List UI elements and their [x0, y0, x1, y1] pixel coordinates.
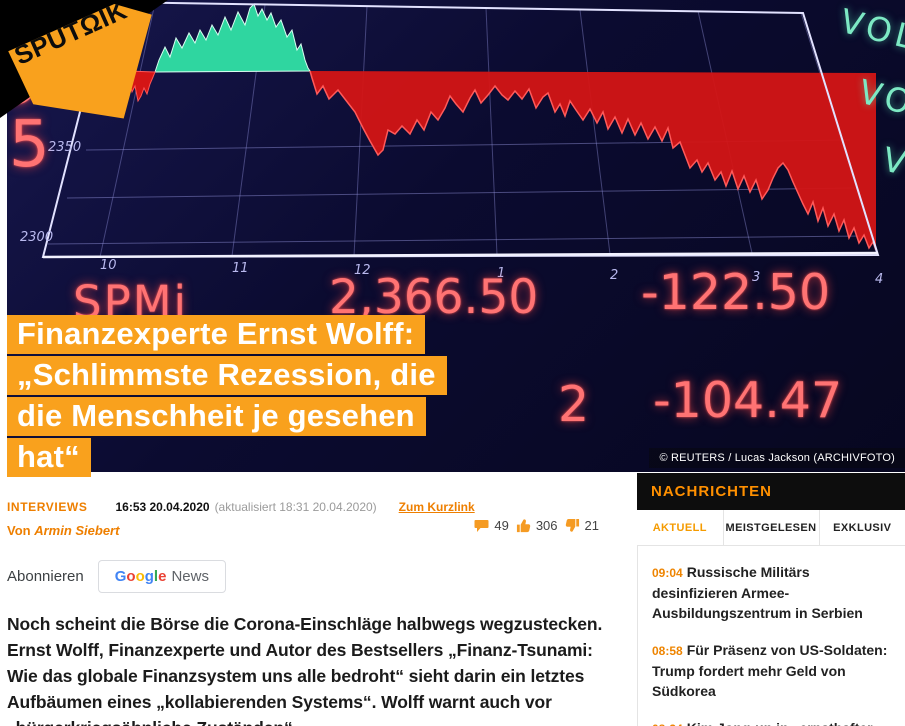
- sidebar-tabs: AKTUELL MEISTGELESEN EXKLUSIV: [637, 510, 905, 546]
- headline-line: hat“: [7, 438, 91, 477]
- board-change-secondary: -104.47: [653, 372, 843, 429]
- x-tick-1: 1: [497, 266, 506, 281]
- thumb-up-icon: [516, 519, 531, 533]
- news-list-item[interactable]: 08:58 Für Präsenz von US-Soldaten: Trump …: [652, 640, 893, 701]
- chart-border: [41, 0, 880, 259]
- sidebar-title: NACHRICHTEN: [651, 483, 772, 500]
- category-link[interactable]: INTERVIEWS: [7, 500, 88, 514]
- engagement-stats: 49 306 21: [474, 518, 599, 533]
- publish-time: 16:53 20.04.2020: [115, 500, 210, 514]
- google-news-suffix: News: [171, 568, 209, 585]
- dislike-button[interactable]: 21: [565, 518, 599, 533]
- x-tick-2: 2: [610, 268, 619, 283]
- google-news-button[interactable]: Google News: [97, 560, 226, 593]
- shortlink-link[interactable]: Zum Kurzlink: [398, 500, 475, 514]
- y-tick-2350: 2350: [48, 140, 82, 155]
- board-partial-digit-5: 5: [9, 108, 50, 182]
- red-area: [310, 71, 876, 250]
- article-meta-row: INTERVIEWS 16:53 20.04.2020 (aktualisier…: [7, 500, 621, 514]
- headline-line: die Menschheit je gesehen: [7, 397, 426, 436]
- comments-count: 49: [494, 518, 509, 533]
- x-tick-4: 4: [875, 272, 884, 287]
- updated-time: (aktualisiert 18:31 20.04.2020): [214, 500, 377, 514]
- headline-line: „Schlimmste Rezession, die: [7, 356, 447, 395]
- news-item-title: Kim Jong-un in „ernsthafter Gefahr“? Kon…: [652, 720, 874, 726]
- subscribe-label: Abonnieren: [7, 568, 84, 585]
- thumb-down-icon: [565, 518, 579, 532]
- google-logo-text: Google: [114, 568, 167, 585]
- tab-aktuell[interactable]: AKTUELL: [637, 510, 724, 545]
- news-item-time: 08:34: [652, 722, 683, 726]
- sidebar-news-list: 09:04 Russische Militärs desinfizieren Ar…: [637, 546, 905, 726]
- news-item-time: 09:04: [652, 566, 683, 580]
- comment-bubble-icon: [474, 519, 489, 532]
- news-sidebar: NACHRICHTEN AKTUELL MEISTGELESEN EXKLUSI…: [637, 473, 905, 726]
- article-headline: Finanzexperte Ernst Wolff: „Schlimmste R…: [7, 315, 607, 479]
- subscribe-row: Abonnieren Google News: [7, 560, 621, 593]
- news-item-title: Russische Militärs desinfizieren Armee-A…: [652, 564, 863, 621]
- x-axis-line: [42, 251, 879, 259]
- byline: Von Armin Siebert: [7, 523, 621, 538]
- x-tick-11: 11: [232, 261, 249, 276]
- news-list-item[interactable]: 08:34Kim Jong-un in „ernsthafter Gefahr“…: [652, 718, 893, 726]
- y-tick-2300: 2300: [20, 230, 54, 245]
- dislikes-count: 21: [584, 518, 599, 533]
- article-main-column: INTERVIEWS 16:53 20.04.2020 (aktualisier…: [7, 494, 621, 726]
- x-tick-10: 10: [100, 258, 117, 273]
- news-list-item[interactable]: 09:04 Russische Militärs desinfizieren Ar…: [652, 562, 893, 623]
- byline-prefix: Von: [7, 523, 35, 538]
- news-item-time: 08:58: [652, 644, 683, 658]
- like-button[interactable]: 306: [516, 518, 558, 533]
- photo-credit: © REUTERS / Lucas Jackson (ARCHIVFOTO): [649, 448, 905, 468]
- author-link[interactable]: Armin Siebert: [34, 523, 120, 538]
- comments-button[interactable]: 49: [474, 518, 509, 533]
- x-tick-12: 12: [354, 263, 371, 278]
- price-line: [309, 70, 877, 251]
- headline-line: Finanzexperte Ernst Wolff:: [7, 315, 426, 354]
- board-change-main: -122.50: [641, 264, 831, 321]
- likes-count: 306: [535, 518, 558, 533]
- article-lead-paragraph: Noch scheint die Börse die Corona-Einsch…: [7, 614, 603, 726]
- sidebar-header: NACHRICHTEN: [637, 473, 905, 510]
- news-item-title: Für Präsenz von US-Soldaten: Trump forde…: [652, 642, 888, 699]
- board-partial-digit-2: 2: [558, 376, 590, 433]
- x-tick-3: 3: [752, 270, 761, 285]
- tab-meistgelesen[interactable]: MEISTGELESEN: [724, 510, 820, 545]
- tab-exklusiv[interactable]: EXKLUSIV: [833, 522, 892, 534]
